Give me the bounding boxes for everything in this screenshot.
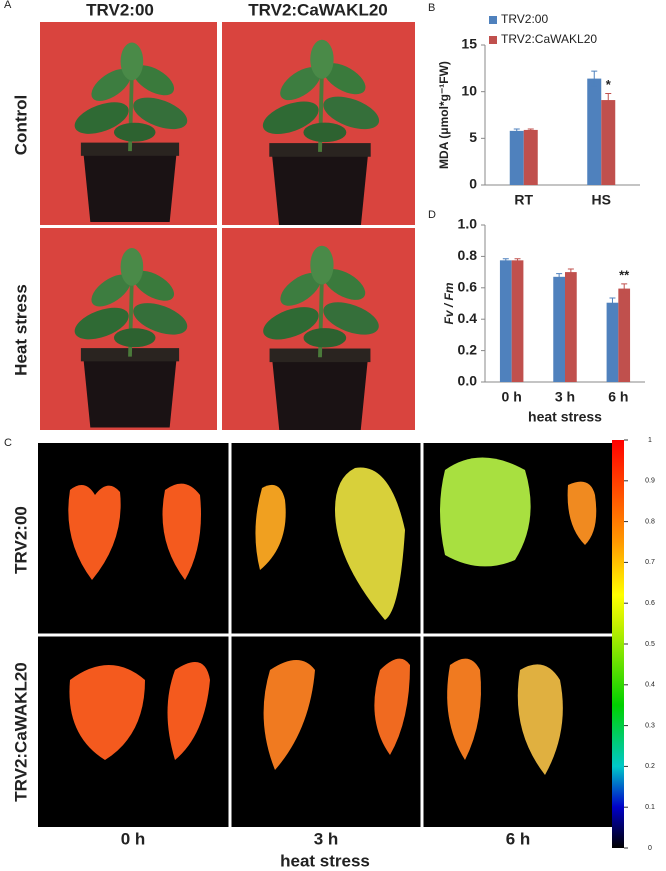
y-tick-label: 0.8 xyxy=(458,247,478,263)
y-tick-label: 0.0 xyxy=(458,373,478,389)
colorbar-tick-label: 1 xyxy=(648,437,652,444)
row-label: Control xyxy=(11,95,30,155)
leaf xyxy=(374,658,410,755)
significance-label: * xyxy=(606,77,612,92)
column-header: TRV2:CaWAKL20 xyxy=(248,0,388,19)
bar xyxy=(618,288,631,382)
error-bar xyxy=(567,268,574,276)
panel-label: A xyxy=(4,0,12,11)
y-tick-label: 10 xyxy=(461,82,477,98)
leaf xyxy=(167,662,210,760)
y-tick-label: 15 xyxy=(461,36,477,52)
legend-label: TRV2:00 xyxy=(501,12,548,26)
error-bar xyxy=(556,273,563,281)
leaf xyxy=(440,457,531,567)
x-tick-label: 6 h xyxy=(608,389,628,405)
x-tick-label: RT xyxy=(514,192,533,208)
leaf xyxy=(447,658,481,760)
error-bar xyxy=(527,128,534,132)
colorbar-tick-label: 0.5 xyxy=(645,641,655,648)
colorbar-tick-label: 0.8 xyxy=(645,518,655,525)
colorbar-tick-label: 0.9 xyxy=(645,478,655,485)
bar xyxy=(601,100,616,185)
colorbar-tick-label: 0.3 xyxy=(645,722,655,729)
error-bar xyxy=(609,297,616,308)
legend-swatch xyxy=(489,16,497,24)
x-axis-title: heat stress xyxy=(280,851,370,870)
x-tick-label: 3 h xyxy=(555,389,575,405)
bar xyxy=(553,276,565,382)
error-bar xyxy=(621,283,628,294)
leaf xyxy=(69,665,145,760)
colorbar-tick-label: 0.1 xyxy=(645,804,655,811)
colorbar-tick-label: 0 xyxy=(648,845,652,852)
panel-label: B xyxy=(428,2,435,14)
bar xyxy=(499,260,512,382)
x-tick-label: HS xyxy=(592,192,611,208)
legend-swatch xyxy=(489,36,497,44)
column-label: 0 h xyxy=(121,829,146,848)
bar xyxy=(565,272,577,382)
error-bar xyxy=(502,258,509,263)
colorbar-tick-label: 0.2 xyxy=(645,763,655,770)
y-tick-label: 1.0 xyxy=(458,216,478,232)
panel-label: C xyxy=(4,437,12,449)
bar xyxy=(606,302,619,382)
leaf xyxy=(68,485,121,580)
error-bar xyxy=(514,258,521,263)
leaf xyxy=(567,481,597,545)
y-tick-label: 0 xyxy=(469,176,477,192)
error-bar xyxy=(605,93,612,108)
leaf xyxy=(263,660,315,770)
significance-label: ** xyxy=(619,267,630,282)
row-label: TRV2:00 xyxy=(11,506,30,574)
y-tick-label: 0.6 xyxy=(458,279,478,295)
bar xyxy=(523,129,538,185)
panel-label: D xyxy=(428,209,436,221)
error-bar xyxy=(591,70,598,87)
column-label: 3 h xyxy=(314,829,339,848)
colorbar xyxy=(612,440,624,848)
column-label: 6 h xyxy=(506,829,531,848)
legend-label: TRV2:CaWAKL20 xyxy=(501,32,597,46)
leaf xyxy=(517,664,563,775)
error-bar xyxy=(513,128,520,134)
column-header: TRV2:00 xyxy=(86,0,154,19)
y-tick-label: 0.4 xyxy=(458,310,478,326)
x-axis-title: heat stress xyxy=(528,409,602,425)
leaf xyxy=(335,467,405,620)
bar xyxy=(509,130,524,185)
colorbar-tick-label: 0.4 xyxy=(645,682,655,689)
photo-grid xyxy=(40,22,415,430)
y-axis-title: MDA (μmol*g⁻¹FW) xyxy=(437,61,451,169)
leaf xyxy=(162,483,201,580)
colorbar-tick-label: 0.7 xyxy=(645,559,655,566)
y-tick-label: 5 xyxy=(469,129,477,145)
fluorescence-grid xyxy=(38,440,624,848)
y-axis-title: Fv / Fm xyxy=(442,282,456,324)
row-label: Heat stress xyxy=(11,284,30,376)
x-tick-label: 0 h xyxy=(502,389,522,405)
bar xyxy=(587,78,602,185)
bar xyxy=(511,260,524,382)
colorbar-tick-label: 0.6 xyxy=(645,600,655,607)
row-label: TRV2:CaWAKL20 xyxy=(11,662,30,802)
leaf xyxy=(255,484,286,570)
y-tick-label: 0.2 xyxy=(458,341,478,357)
